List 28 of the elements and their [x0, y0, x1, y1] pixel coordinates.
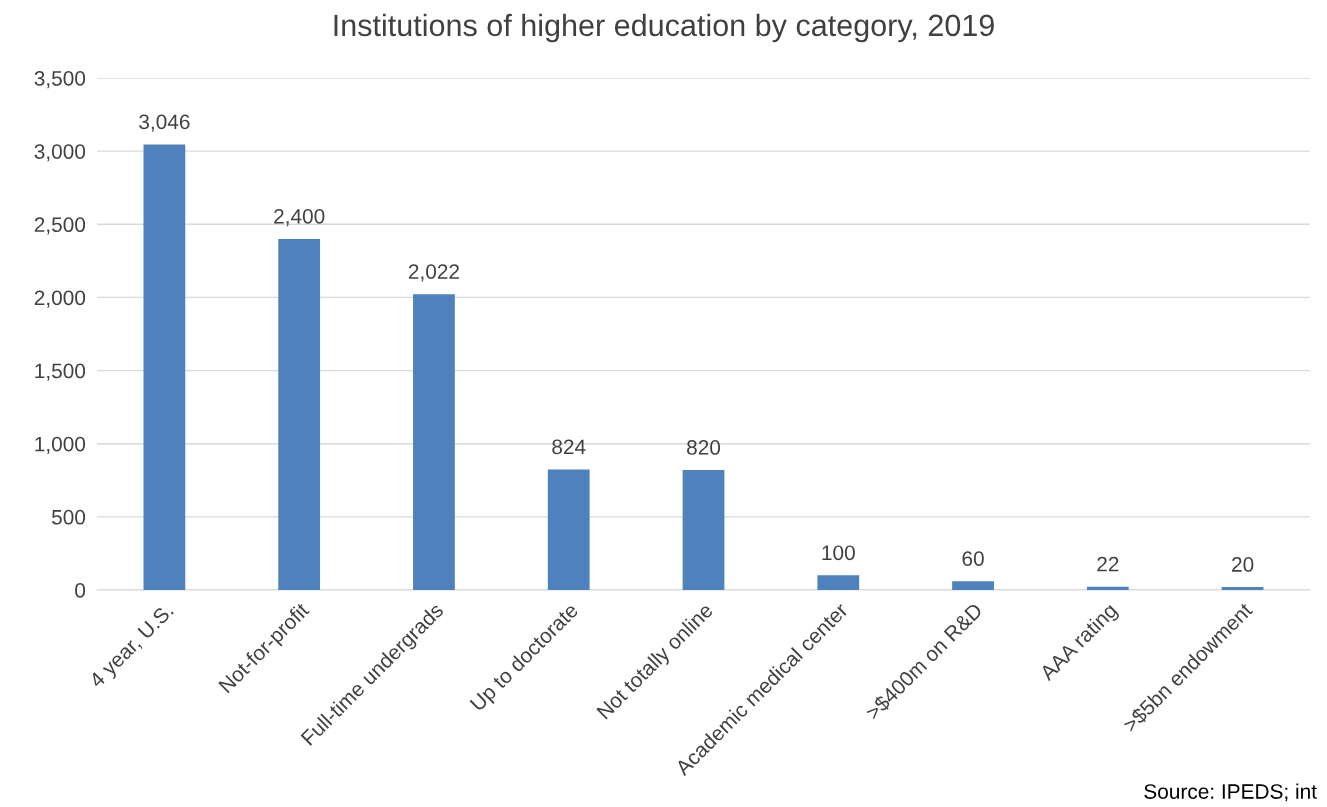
y-tick-label: 3,000: [34, 144, 86, 162]
y-tick-label: 1,500: [35, 363, 86, 381]
y-tick-label: 2,500: [34, 217, 86, 235]
bar: [682, 470, 725, 590]
bar: [143, 144, 186, 590]
bar: [1221, 587, 1264, 590]
data-label: 2,400: [274, 208, 325, 227]
bar: [547, 469, 590, 590]
data-label: 2,022: [408, 264, 459, 282]
y-tick-label: 2,000: [34, 290, 86, 308]
source-note: Source: IPEDS; int: [1144, 783, 1317, 802]
chart-title: Institutions of higher education by category, 2019: [334, 13, 994, 43]
y-tick-label: 3,500: [34, 71, 86, 89]
bar: [278, 238, 321, 590]
y-tick-label: 0: [75, 583, 86, 598]
data-label: 3,046: [139, 114, 190, 132]
data-label: 60: [962, 551, 984, 566]
y-tick-label: 1,000: [35, 436, 86, 454]
data-label: 20: [1232, 557, 1254, 572]
bar: [1086, 586, 1129, 590]
data-label: 22: [1097, 556, 1119, 572]
bar: [952, 581, 994, 590]
bar: [817, 575, 860, 590]
data-label: 100: [822, 545, 855, 561]
bar: [413, 294, 455, 590]
data-label: 824: [552, 439, 586, 455]
data-label: 820: [687, 440, 721, 455]
y-tick-label: 500: [51, 509, 86, 525]
